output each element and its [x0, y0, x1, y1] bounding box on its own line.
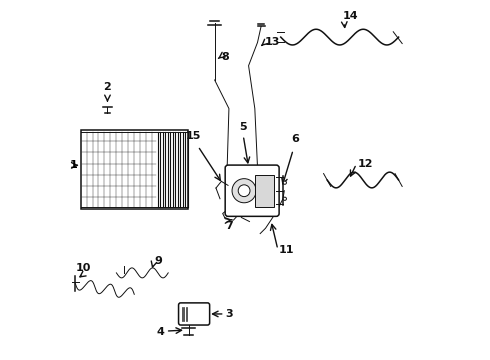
Text: 3: 3 [225, 309, 233, 319]
FancyBboxPatch shape [225, 165, 279, 216]
Circle shape [238, 185, 250, 197]
Text: 11: 11 [279, 245, 294, 255]
Circle shape [283, 181, 287, 184]
Text: 9: 9 [154, 256, 162, 266]
Bar [81, 130, 188, 208]
Text: 1: 1 [70, 160, 77, 170]
Text: 13: 13 [265, 37, 280, 48]
Text: 8: 8 [222, 52, 229, 62]
Circle shape [232, 179, 256, 203]
Text: 7: 7 [225, 221, 233, 231]
Bar [255, 175, 273, 207]
Circle shape [283, 197, 287, 201]
Text: 2: 2 [103, 82, 111, 93]
FancyBboxPatch shape [178, 303, 210, 325]
Text: 15: 15 [186, 131, 201, 141]
Text: 6: 6 [291, 134, 299, 144]
Text: 5: 5 [240, 122, 247, 132]
Text: 4: 4 [157, 327, 165, 337]
Text: 10: 10 [76, 263, 91, 273]
Text: 14: 14 [343, 11, 358, 21]
Text: 12: 12 [358, 159, 373, 169]
